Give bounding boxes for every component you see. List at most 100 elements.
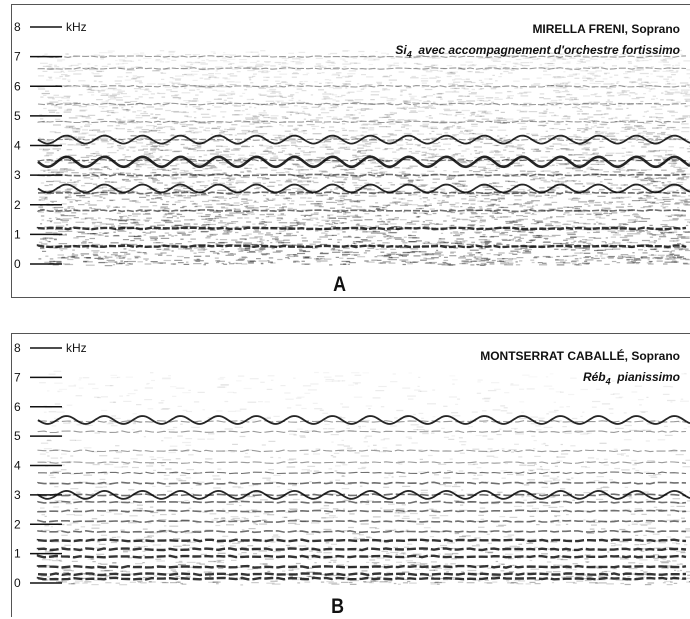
noise-speck <box>314 212 319 213</box>
noise-speck <box>525 251 531 252</box>
noise-speck <box>651 254 654 255</box>
noise-speck <box>663 263 668 264</box>
noise-speck <box>361 89 365 90</box>
noise-speck <box>587 219 595 220</box>
noise-speck <box>49 78 52 79</box>
noise-speck <box>88 201 90 202</box>
noise-speck <box>429 149 433 150</box>
noise-speck <box>172 151 180 152</box>
noise-speck <box>337 119 342 120</box>
noise-speck <box>239 190 241 191</box>
noise-speck <box>581 113 587 114</box>
noise-speck <box>412 231 417 232</box>
noise-speck <box>151 198 156 199</box>
noise-speck <box>484 143 493 144</box>
noise-speck <box>161 168 165 169</box>
noise-speck <box>140 53 144 54</box>
noise-speck <box>423 201 426 202</box>
noise-speck <box>69 215 76 216</box>
noise-speck <box>65 234 67 235</box>
noise-speck <box>519 119 523 120</box>
noise-speck <box>437 93 443 94</box>
noise-speck <box>296 232 298 233</box>
noise-speck <box>584 253 591 254</box>
noise-speck <box>196 189 203 190</box>
noise-speck <box>520 171 526 172</box>
noise-speck <box>418 205 426 206</box>
noise-speck <box>584 147 590 148</box>
noise-speck <box>81 145 88 146</box>
noise-speck <box>218 222 226 223</box>
noise-speck <box>288 125 294 126</box>
noise-speck <box>667 111 674 112</box>
noise-speck <box>379 117 383 118</box>
noise-speck <box>666 255 673 256</box>
noise-speck <box>109 104 118 105</box>
noise-speck <box>142 115 150 116</box>
noise-speck <box>337 242 339 243</box>
noise-speck <box>364 57 372 58</box>
noise-speck <box>87 63 90 64</box>
noise-speck <box>68 206 74 207</box>
noise-speck <box>677 257 682 258</box>
noise-speck <box>201 248 205 249</box>
noise-speck <box>242 194 249 195</box>
noise-speck <box>151 178 156 179</box>
noise-speck <box>164 260 172 261</box>
noise-speck <box>458 96 466 97</box>
noise-speck <box>382 88 387 89</box>
noise-speck <box>181 162 188 163</box>
noise-speck <box>665 262 672 263</box>
noise-speck <box>235 135 237 136</box>
noise-speck <box>211 51 216 52</box>
noise-speck <box>74 217 79 218</box>
noise-speck <box>204 263 208 264</box>
noise-speck <box>136 66 142 67</box>
noise-speck <box>660 99 664 100</box>
noise-speck <box>144 253 147 254</box>
noise-speck <box>517 110 521 111</box>
noise-speck <box>208 73 214 74</box>
noise-speck <box>434 194 438 195</box>
noise-speck <box>611 212 617 213</box>
noise-speck <box>165 155 169 156</box>
noise-speck <box>49 64 53 65</box>
noise-speck <box>160 252 166 253</box>
noise-speck <box>171 236 174 237</box>
noise-speck <box>490 236 495 237</box>
noise-speck <box>279 231 284 232</box>
noise-speck <box>40 63 48 64</box>
noise-speck <box>600 181 603 182</box>
noise-speck <box>479 80 482 81</box>
noise-speck <box>556 256 559 257</box>
noise-speck <box>643 156 645 157</box>
noise-speck <box>172 250 174 251</box>
noise-speck <box>316 201 323 202</box>
noise-speck <box>200 63 208 64</box>
noise-speck <box>81 253 90 254</box>
noise-speck <box>455 114 464 115</box>
noise-speck <box>377 221 385 222</box>
noise-speck <box>588 66 593 67</box>
noise-speck <box>299 83 301 84</box>
noise-speck <box>517 226 522 227</box>
noise-speck <box>585 127 588 128</box>
noise-speck <box>637 80 642 81</box>
noise-speck <box>276 172 285 173</box>
noise-speck <box>277 259 282 260</box>
noise-speck <box>89 168 91 169</box>
noise-speck <box>576 154 585 155</box>
noise-speck <box>443 144 451 145</box>
noise-speck <box>653 96 656 97</box>
noise-speck <box>666 129 670 130</box>
noise-speck <box>242 248 246 249</box>
noise-speck <box>522 106 530 107</box>
noise-speck <box>316 259 321 260</box>
noise-speck <box>557 264 565 265</box>
noise-speck <box>426 138 433 139</box>
noise-speck <box>207 236 212 237</box>
noise-speck <box>681 123 689 124</box>
noise-speck <box>40 238 43 239</box>
noise-speck <box>102 102 109 103</box>
noise-speck <box>373 134 378 135</box>
